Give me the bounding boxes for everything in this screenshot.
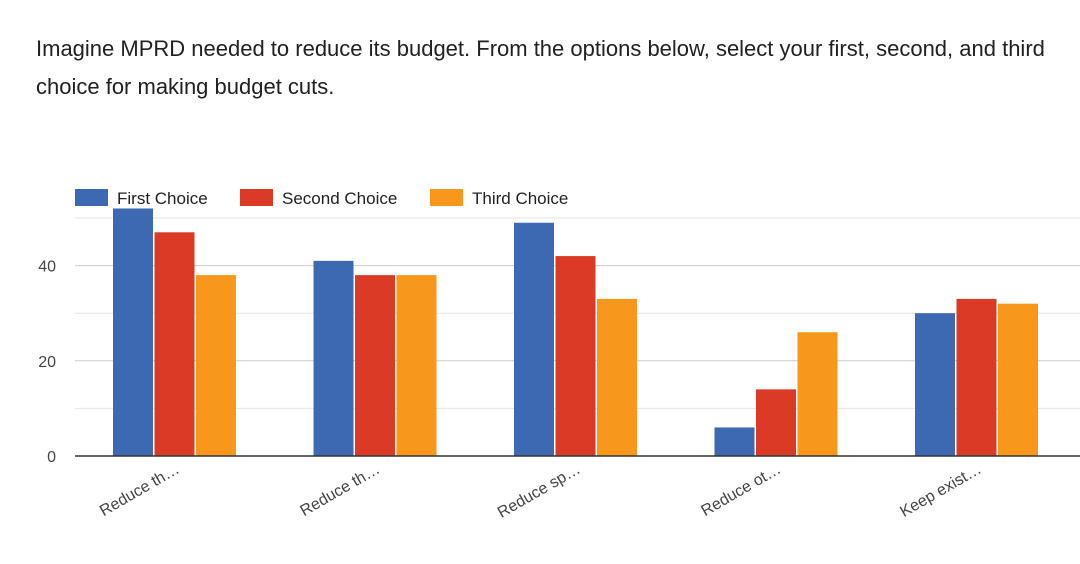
bar-second-choice [756,389,796,456]
bar-third-choice [396,275,437,456]
bar-third-choice [797,332,838,456]
bar-first-choice [113,208,153,456]
legend-swatch [75,189,108,206]
bar-third-choice [998,303,1038,456]
x-category-label: Keep exist… [897,461,984,521]
x-category-label: Reduce th… [297,461,383,520]
bar-first-choice [514,222,554,456]
chart-svg: 0 20 40 Reduce th… Reduce th… Reduce sp… Reduc… [38,189,1080,522]
bar-first-choice [313,260,354,456]
bar-second-choice [956,298,997,456]
y-tick-label: 0 [47,449,56,466]
bar-third-choice [196,275,236,456]
bar-first-choice [915,313,955,456]
bar-second-choice [154,232,195,456]
x-category-label: Reduce sp… [495,461,584,522]
y-tick-label: 40 [38,259,56,276]
legend-label: Third Choice [472,189,568,208]
legend-swatch [430,189,463,206]
legend-swatch [240,189,273,206]
legend-label: Second Choice [282,189,397,208]
bar-chart: 0 20 40 Reduce th… Reduce th… Reduce sp… Reduc… [0,170,1080,564]
x-category-label: Reduce ot… [698,461,784,520]
bar-second-choice [555,256,596,456]
legend-label: First Choice [117,189,208,208]
bar-second-choice [355,275,395,456]
bar-first-choice [714,427,755,456]
x-category-label: Reduce th… [97,461,183,520]
y-tick-label: 20 [38,354,56,371]
question-title: Imagine MPRD needed to reduce its budget… [36,36,1045,99]
bar-third-choice [597,298,637,456]
